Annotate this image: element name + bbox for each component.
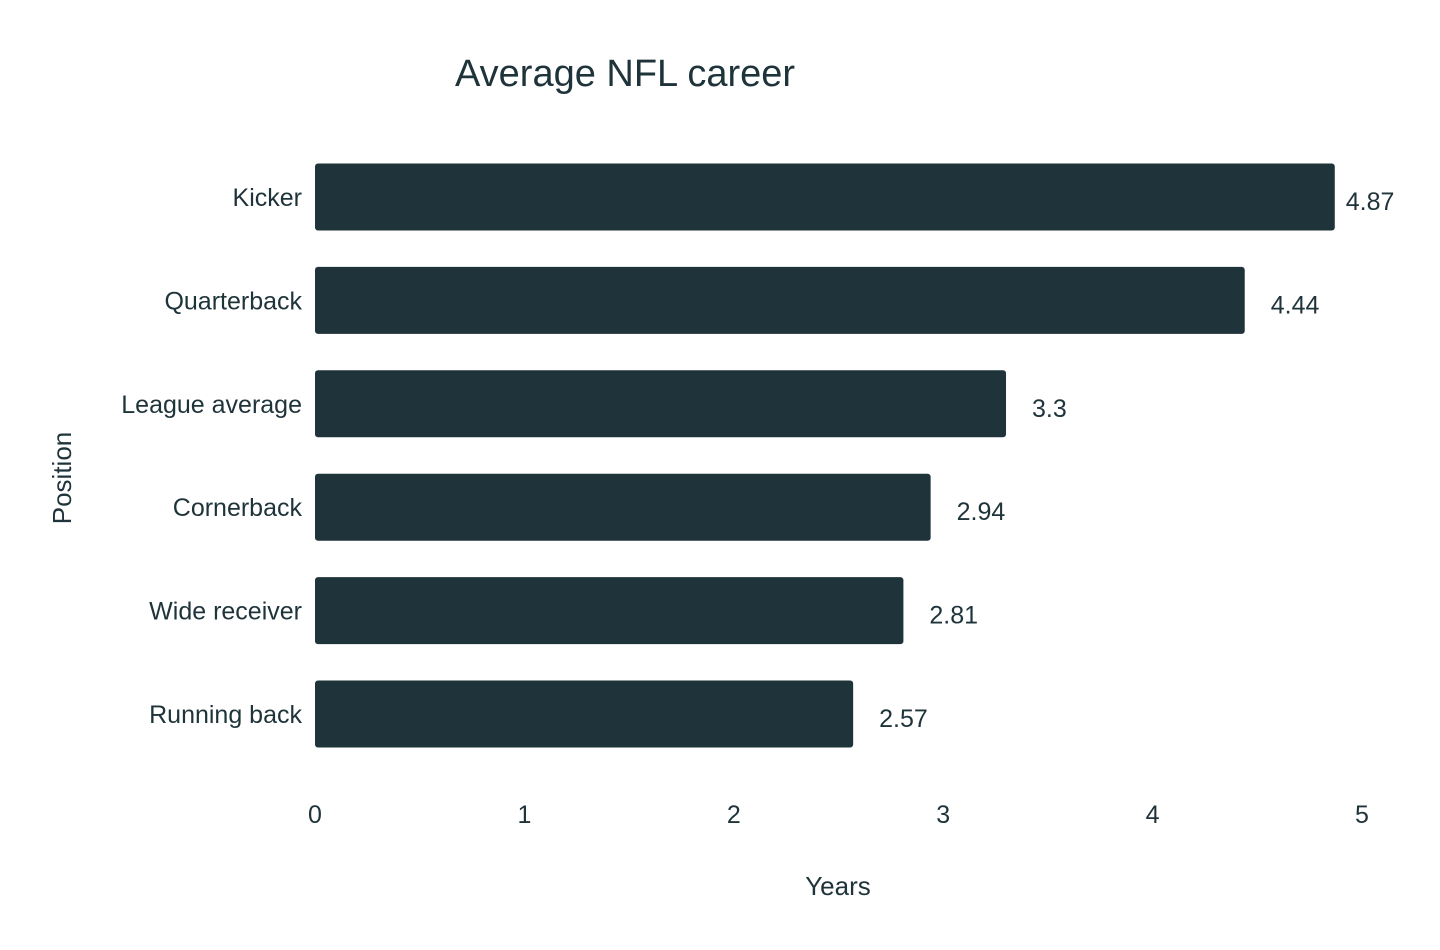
chart-title: Average NFL career [455, 53, 795, 95]
value-label: 2.57 [879, 705, 928, 733]
category-label: Running back [149, 701, 302, 729]
value-label: 3.3 [1032, 395, 1067, 423]
value-label: 4.87 [1346, 188, 1395, 216]
x-tick-label: 3 [936, 801, 950, 829]
bar [315, 266, 1245, 334]
bar [315, 163, 1335, 231]
y-axis-label: Position [47, 432, 77, 525]
category-label: League average [121, 391, 302, 419]
category-label: Wide receiver [149, 598, 302, 626]
bar [315, 370, 1007, 438]
value-label: 2.94 [957, 498, 1006, 526]
value-label: 4.44 [1271, 291, 1320, 319]
value-label: 2.81 [929, 602, 978, 630]
bar [315, 577, 904, 645]
category-label: Cornerback [173, 494, 303, 522]
x-tick-label: 4 [1146, 801, 1160, 829]
x-tick-label: 5 [1355, 801, 1369, 829]
x-axis-label: Years [805, 871, 871, 901]
x-tick-label: 2 [727, 801, 741, 829]
bar [315, 473, 931, 541]
category-label: Quarterback [164, 287, 302, 315]
x-tick-label: 0 [308, 801, 322, 829]
category-label: Kicker [233, 184, 302, 212]
bar [315, 680, 854, 748]
x-tick-label: 1 [517, 801, 531, 829]
